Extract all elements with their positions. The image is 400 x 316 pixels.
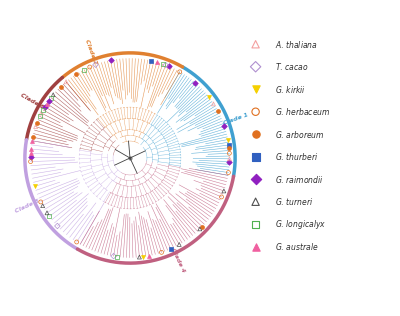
Point [225, 170, 232, 175]
Point [28, 147, 34, 152]
Point [140, 254, 146, 259]
Text: Clade 1: Clade 1 [223, 112, 250, 126]
Point [162, 63, 169, 68]
Text: $\it{G}$. $\it{kirkii}$: $\it{G}$. $\it{kirkii}$ [275, 84, 306, 95]
Point [226, 151, 232, 156]
Point [34, 121, 40, 126]
Point [29, 138, 35, 143]
Point [38, 199, 44, 204]
Text: Clade 6: Clade 6 [20, 93, 45, 110]
Point [36, 114, 43, 119]
Text: $\it{G}$. $\it{arboreum}$: $\it{G}$. $\it{arboreum}$ [275, 129, 325, 140]
Point [92, 62, 99, 67]
Point [221, 188, 227, 193]
Point [54, 223, 60, 228]
Point [63, 79, 69, 84]
Point [40, 107, 46, 112]
Point [28, 151, 34, 156]
Point [114, 254, 120, 259]
Point [226, 145, 232, 150]
Point [32, 124, 39, 129]
Text: $\it{A}$. $\it{thaliana}$: $\it{A}$. $\it{thaliana}$ [275, 39, 318, 50]
Point [154, 60, 160, 65]
Point [81, 67, 87, 72]
Point [110, 253, 117, 258]
Point [218, 194, 225, 199]
Point [73, 72, 79, 77]
Point [158, 250, 165, 255]
Point [221, 124, 228, 129]
Point [58, 84, 64, 89]
Point [210, 101, 217, 106]
Text: $\it{G}$. $\it{raimondii}$: $\it{G}$. $\it{raimondii}$ [275, 174, 324, 185]
Text: $\it{G}$. $\it{australe}$: $\it{G}$. $\it{australe}$ [275, 241, 319, 252]
Point [50, 92, 56, 97]
Point [146, 253, 152, 258]
Point [32, 184, 38, 189]
Point [30, 135, 36, 140]
Point [44, 210, 50, 216]
Text: Clade 2: Clade 2 [84, 39, 98, 65]
Point [44, 101, 50, 106]
Point [199, 224, 205, 229]
Point [226, 159, 233, 164]
Text: Clade 4: Clade 4 [170, 247, 186, 273]
Point [192, 81, 199, 86]
Point [226, 156, 233, 161]
Point [38, 111, 44, 116]
Point [214, 108, 221, 113]
Point [160, 62, 166, 67]
Point [27, 159, 34, 164]
Point [107, 58, 114, 63]
Point [74, 240, 80, 245]
Point [136, 254, 143, 259]
Point [148, 58, 154, 63]
Point [165, 64, 172, 69]
Text: $\it{G}$. $\it{thurberi}$: $\it{G}$. $\it{thurberi}$ [275, 151, 319, 162]
Text: $\it{T}$. $\it{cacao}$: $\it{T}$. $\it{cacao}$ [275, 61, 309, 72]
Point [46, 214, 52, 219]
Point [42, 104, 48, 109]
Text: Clade 3: Clade 3 [14, 198, 40, 214]
Point [197, 226, 203, 231]
Point [176, 69, 183, 74]
Point [167, 246, 174, 251]
Point [226, 143, 232, 148]
Point [27, 155, 34, 160]
Point [48, 95, 54, 100]
Text: $\it{G}$. $\it{longicalyx}$: $\it{G}$. $\it{longicalyx}$ [275, 218, 327, 231]
Point [46, 98, 52, 103]
Point [224, 137, 231, 142]
Point [86, 64, 93, 70]
Text: $\it{G}$. $\it{turneri}$: $\it{G}$. $\it{turneri}$ [275, 196, 314, 207]
Point [206, 94, 212, 100]
Point [40, 203, 46, 208]
Point [176, 242, 182, 247]
Text: $\it{G}$. $\it{herbaceum}$: $\it{G}$. $\it{herbaceum}$ [275, 106, 331, 117]
